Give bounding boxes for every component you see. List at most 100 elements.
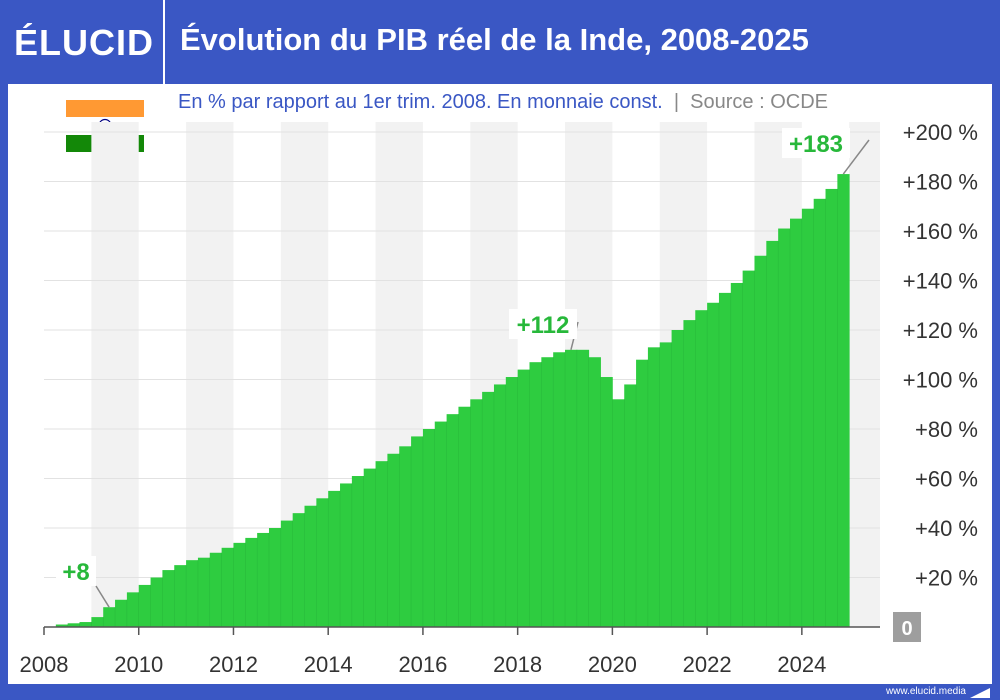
y-tick-label: 0 — [901, 618, 912, 640]
y-tick-label: +20 % — [915, 566, 978, 591]
y-tick-label: +120 % — [903, 318, 978, 343]
bar — [280, 520, 294, 627]
bar — [588, 357, 601, 627]
bar — [197, 557, 211, 627]
bar — [399, 446, 412, 627]
y-tick-label: +140 % — [903, 269, 978, 294]
bar — [683, 320, 696, 627]
bar — [115, 599, 128, 627]
bar — [825, 188, 838, 627]
x-tick-label: 2024 — [777, 652, 826, 677]
bar — [565, 349, 578, 627]
elucid-mark-icon — [970, 688, 990, 698]
bar — [304, 505, 317, 627]
bar — [103, 607, 116, 627]
zero-badge — [893, 612, 921, 642]
header-divider — [163, 0, 165, 84]
bar — [411, 436, 424, 627]
x-tick-label: 2018 — [493, 652, 542, 677]
bar — [493, 384, 507, 627]
y-tick-label: +180 % — [903, 170, 978, 195]
bar — [718, 292, 732, 628]
bar — [221, 547, 234, 627]
bar — [316, 498, 329, 627]
y-tick-label: +200 % — [903, 120, 978, 145]
annotation-label: +112 — [517, 312, 570, 339]
bar — [328, 490, 341, 628]
chart-title: Évolution du PIB réel de la Inde, 2008-2… — [180, 22, 809, 57]
y-tick-label: +40 % — [915, 516, 978, 541]
bar — [730, 282, 744, 627]
bar — [434, 421, 447, 627]
bar — [529, 362, 542, 627]
x-tick-label: 2010 — [114, 652, 163, 677]
bar — [837, 174, 850, 627]
bar — [245, 537, 258, 627]
chart-subtitle: En % par rapport au 1er trim. 2008. En m… — [178, 91, 828, 114]
annotation-leader — [842, 139, 870, 175]
bar — [801, 208, 815, 627]
bar — [387, 453, 400, 627]
y-tick-label: +60 % — [915, 467, 978, 492]
bar — [612, 399, 625, 627]
bar — [91, 617, 104, 627]
x-tick-label: 2020 — [588, 652, 637, 677]
x-tick-label: 2022 — [683, 652, 732, 677]
year-band — [186, 122, 234, 627]
bar — [351, 476, 365, 627]
bar — [778, 228, 791, 627]
bar — [162, 570, 175, 627]
bar — [790, 218, 803, 628]
bar — [553, 352, 566, 627]
bar — [695, 310, 708, 627]
x-tick-label: 2016 — [398, 652, 447, 677]
bar — [766, 240, 779, 627]
bar — [79, 622, 92, 627]
bar — [340, 483, 353, 627]
bar — [470, 399, 483, 627]
bar — [174, 565, 187, 628]
elucid-logo: ÉLUCID — [14, 22, 154, 63]
bar — [659, 342, 672, 628]
bar — [375, 461, 388, 627]
bar — [363, 468, 376, 627]
subtitle-separator: | — [673, 91, 680, 113]
bar — [55, 624, 69, 627]
bar — [186, 560, 199, 627]
bar — [636, 359, 649, 627]
bar — [624, 384, 637, 627]
bar — [67, 623, 80, 627]
annotation-label: +8 — [62, 559, 89, 586]
bar — [482, 391, 495, 628]
bar — [600, 377, 613, 627]
x-tick-label: 2012 — [209, 652, 258, 677]
bar — [292, 513, 305, 627]
bar — [422, 429, 436, 627]
annotation-leader — [95, 585, 110, 608]
bar — [458, 406, 471, 627]
bar — [150, 577, 163, 627]
bar — [126, 592, 140, 627]
subtitle-text: En % par rapport au 1er trim. 2008. En m… — [178, 91, 663, 113]
bar — [446, 414, 459, 627]
header-bar: ÉLUCID Évolution du PIB réel de la Inde,… — [0, 0, 1000, 84]
bar — [576, 349, 590, 627]
year-band — [849, 122, 880, 627]
bar — [541, 357, 554, 627]
bar — [138, 584, 151, 627]
bar — [742, 270, 755, 627]
source-label: Source : OCDE — [690, 91, 828, 113]
bar — [209, 552, 223, 627]
y-tick-label: +160 % — [903, 219, 978, 244]
annotation-bg — [509, 309, 577, 339]
x-tick-label: 2008 — [20, 652, 69, 677]
bar — [268, 528, 282, 627]
x-tick-label: 2014 — [304, 652, 353, 677]
bar — [707, 302, 720, 627]
footer-url[interactable]: www.elucid.media — [885, 686, 966, 697]
y-tick-label: +100 % — [903, 368, 978, 393]
y-tick-label: +80 % — [915, 417, 978, 442]
bar — [233, 542, 246, 627]
bar — [754, 255, 767, 627]
